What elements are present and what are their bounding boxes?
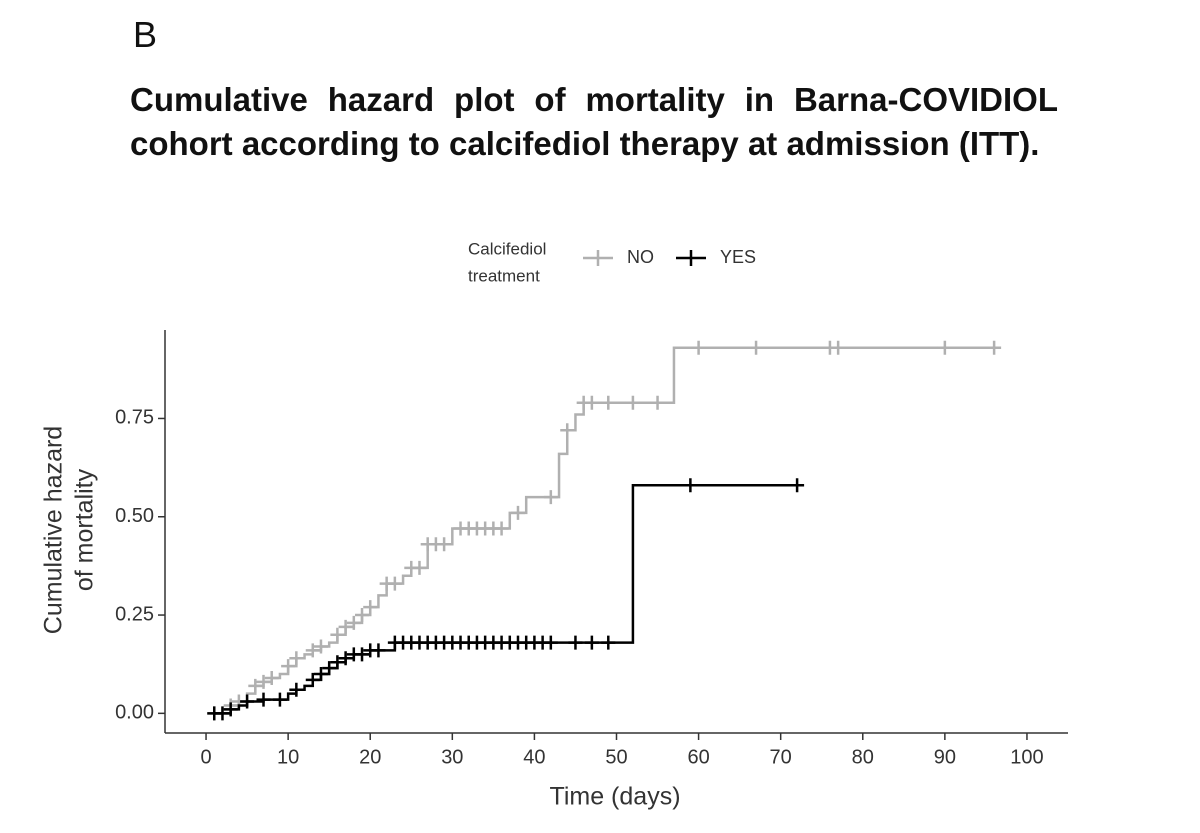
x-tick-label: 80 — [852, 746, 874, 768]
censor-mark — [272, 692, 287, 707]
censor-mark — [289, 651, 304, 666]
censor-mark — [601, 395, 616, 410]
x-tick-label: 40 — [523, 746, 545, 768]
censor-mark — [790, 478, 805, 493]
censor-mark — [215, 706, 230, 721]
censor-mark — [937, 340, 952, 355]
censor-mark — [355, 647, 370, 662]
censor-mark — [338, 619, 353, 634]
x-tick-label: 20 — [359, 746, 381, 768]
y-tick-label: 0.25 — [115, 603, 154, 625]
x-axis-title: Time (days) — [549, 783, 680, 811]
censor-mark — [338, 651, 353, 666]
censor-mark — [494, 521, 509, 536]
censor-mark — [363, 600, 378, 615]
x-tick-label: 100 — [1010, 746, 1043, 768]
x-tick-label: 0 — [200, 746, 211, 768]
censor-mark — [560, 423, 575, 438]
censor-mark — [281, 659, 296, 674]
legend-title: Calcifediol — [468, 239, 546, 258]
censor-mark — [691, 340, 706, 355]
censor-mark — [568, 635, 583, 650]
y-axis-title: Cumulative hazard — [40, 426, 68, 634]
x-tick-label: 90 — [934, 746, 956, 768]
x-tick-label: 30 — [441, 746, 463, 768]
chart-title: Cumulative hazard plot of mortality in B… — [130, 81, 1058, 162]
censor-mark — [313, 639, 328, 654]
censor-mark — [322, 661, 337, 676]
censor-mark — [437, 537, 452, 552]
censor-mark — [256, 674, 271, 689]
x-tick-label: 60 — [687, 746, 709, 768]
censor-mark — [412, 560, 427, 575]
censor-mark — [650, 395, 665, 410]
censor-mark — [510, 505, 525, 520]
censor-mark — [264, 670, 279, 685]
censor-mark — [223, 702, 238, 717]
y-tick-label: 0.00 — [115, 702, 154, 724]
legend-swatch — [583, 250, 613, 266]
y-tick-label: 0.50 — [115, 505, 154, 527]
legend-swatch — [676, 250, 706, 266]
censor-mark — [248, 678, 263, 693]
censor-mark — [371, 643, 386, 658]
censor-mark — [749, 340, 764, 355]
censor-mark — [683, 478, 698, 493]
censor-mark — [289, 682, 304, 697]
censor-mark — [584, 395, 599, 410]
censor-mark — [584, 635, 599, 650]
censor-mark — [305, 672, 320, 687]
step-line — [214, 484, 798, 715]
x-tick-label: 70 — [770, 746, 792, 768]
censor-mark — [625, 395, 640, 410]
y-axis-title: of mortality — [71, 468, 99, 591]
legend-title: treatment — [468, 266, 540, 285]
censor-mark — [355, 608, 370, 623]
x-tick-label: 50 — [605, 746, 627, 768]
censor-mark — [240, 694, 255, 709]
censor-mark — [346, 615, 361, 630]
censor-mark — [256, 692, 271, 707]
censor-mark — [543, 635, 558, 650]
censor-mark — [387, 576, 402, 591]
legend-label: NO — [627, 247, 654, 267]
legend-label: YES — [720, 247, 756, 267]
censor-mark — [305, 643, 320, 658]
censor-mark — [543, 490, 558, 505]
censor-mark — [330, 655, 345, 670]
censor-mark — [601, 635, 616, 650]
censor-mark — [987, 340, 1002, 355]
x-tick-label: 10 — [277, 746, 299, 768]
censor-mark — [330, 627, 345, 642]
panel-label: B — [133, 14, 158, 55]
censor-mark — [831, 340, 846, 355]
y-tick-label: 0.75 — [115, 407, 154, 429]
censor-mark — [313, 667, 328, 682]
